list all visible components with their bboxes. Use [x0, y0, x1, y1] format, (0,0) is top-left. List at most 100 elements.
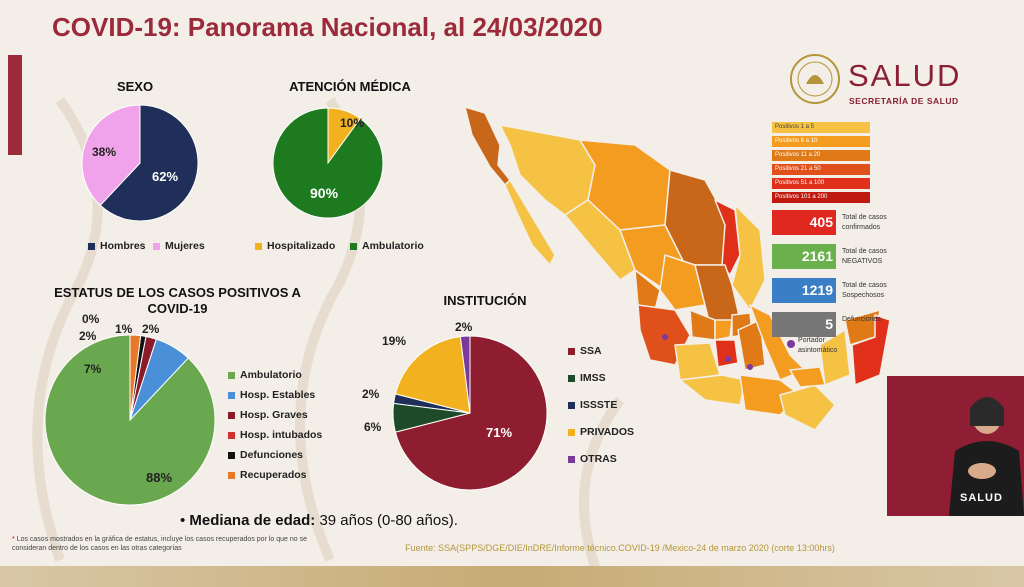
legend-swatch — [228, 391, 235, 399]
interpreter-logo: SALUD — [960, 492, 1003, 504]
stat-value: 5 — [825, 316, 833, 332]
stat-value: 405 — [809, 214, 833, 230]
stat-box: 2161 — [772, 244, 836, 269]
legend-item: Hospitalizado — [255, 240, 335, 252]
pie-chart-atencion — [273, 107, 384, 219]
chart-title-institucion: INSTITUCIÓN — [443, 293, 527, 308]
brand-name: SALUD — [848, 58, 962, 93]
data-label: 38% — [92, 145, 117, 159]
data-label: 19% — [382, 334, 407, 348]
pie-slice-otras — [459, 335, 471, 414]
legend-item: Defunciones — [228, 449, 303, 461]
legend-label: Recuperados — [240, 469, 307, 481]
pie-chart-sexo — [81, 104, 199, 222]
legend-swatch — [568, 401, 575, 409]
stat-label-line: Defunciones — [842, 316, 881, 323]
map-legend-item: Positivos 6 a 10 — [772, 136, 870, 147]
stat-value: 2161 — [801, 248, 833, 264]
data-label: 88% — [146, 470, 173, 485]
data-label: 62% — [152, 169, 179, 184]
legend-swatch — [88, 242, 95, 250]
asymptomatic-marker — [725, 356, 731, 362]
map-legend-item: Positivos 51 a 100 — [772, 178, 870, 189]
map-legend-item: Positivos 21 a 50 — [772, 164, 870, 175]
state-baja-california — [464, 106, 511, 186]
stat-label-line: Total de casos — [842, 282, 887, 289]
legend-swatch — [255, 242, 262, 250]
mexico-map — [464, 106, 890, 431]
stat-label: Total de casos confirmados — [842, 213, 887, 233]
pie-slice-ambulatorio — [273, 107, 384, 219]
legend-item: Mujeres — [153, 240, 205, 252]
legend-label: Mujeres — [165, 240, 205, 252]
stat-label-line: confirmados — [842, 224, 881, 231]
pie-slice-mujeres — [81, 104, 141, 206]
legend-label: Defunciones — [240, 449, 304, 461]
stat-label-line: Total de casos — [842, 214, 887, 221]
data-label: 2% — [362, 387, 380, 401]
map-legend-item: Positivos 1 a 5 — [772, 122, 870, 133]
state-campeche — [819, 329, 851, 386]
legend-label: Ambulatorio — [240, 369, 302, 381]
legend-swatch — [228, 431, 235, 439]
stat-box: 5 — [772, 312, 836, 337]
portador-label-line: asintomático — [798, 347, 838, 354]
legend-label: OTRAS — [580, 453, 617, 465]
legend-item: Recuperados — [228, 469, 307, 481]
legend-item: Ambulatorio — [228, 369, 302, 381]
legend-label: SSA — [580, 345, 602, 357]
stat-box: 405 — [772, 210, 836, 235]
legend-label: Hospitalizado — [267, 240, 336, 252]
legend-item: Hosp. intubados — [228, 429, 322, 441]
legend-swatch — [228, 451, 235, 459]
legend-label: Hosp. Graves — [240, 409, 308, 421]
bottom-band — [0, 566, 1024, 587]
legend-swatch — [568, 428, 575, 436]
chart-title-atencion: ATENCIÓN MÉDICA — [289, 79, 411, 94]
portador-label: Portador asintomático — [798, 336, 837, 356]
legend-item: Hosp. Graves — [228, 409, 308, 421]
legend-label: PRIVADOS — [580, 426, 635, 438]
legend-label: ISSSTE — [580, 399, 618, 411]
footnote-text: Los casos mostrados en la gráfica de est… — [12, 536, 307, 552]
page-title: COVID-19: Panorama Nacional, al 24/03/20… — [52, 12, 603, 42]
state-tabasco — [789, 366, 826, 388]
legend-item: Hosp. Estables — [228, 389, 315, 401]
stat-label: Defunciones — [842, 315, 881, 325]
pie-slice-hombres — [99, 104, 199, 222]
asymptomatic-marker — [662, 334, 668, 340]
legend-label: Hosp. intubados — [240, 429, 323, 441]
state-estado-de-mexico — [714, 339, 739, 368]
chart-title-sexo: SEXO — [116, 79, 154, 94]
pie-slice-ssa — [394, 335, 548, 491]
map-legend-item: Positivos 11 a 20 — [772, 150, 870, 161]
legend-item: PRIVADOS — [568, 426, 634, 438]
asymptomatic-marker — [747, 364, 753, 370]
legend-swatch — [568, 455, 575, 463]
legend-swatch — [228, 371, 235, 379]
pie-slice-recuperados — [129, 334, 142, 421]
stat-box: 1219 — [772, 278, 836, 303]
source-note: Fuente: SSA(SPPS/DGE/DIE/InDRE/Informe t… — [405, 543, 835, 553]
legend-swatch — [568, 347, 575, 355]
legend-item: OTRAS — [568, 453, 617, 465]
data-label: 7% — [84, 362, 102, 376]
legend-swatch — [350, 242, 357, 250]
data-label: 2% — [455, 320, 473, 334]
legend-item: SSA — [568, 345, 602, 357]
asymptomatic-markers — [662, 334, 753, 370]
state-queretaro — [714, 319, 733, 341]
stat-value: 1219 — [801, 282, 833, 298]
legend-label: Ambulatorio — [362, 240, 424, 252]
footnote-marker: * — [12, 536, 15, 543]
data-label: 6% — [364, 420, 382, 434]
data-label: 1% — [115, 322, 133, 336]
legend-item: Ambulatorio — [350, 240, 424, 252]
legend-label: IMSS — [580, 372, 606, 384]
data-label: 2% — [79, 329, 97, 343]
state-guerrero — [679, 374, 746, 406]
footnote: * Los casos mostrados en la gráfica de e… — [12, 535, 342, 553]
sign-language-interpreter — [887, 376, 1024, 516]
legend-swatch — [228, 411, 235, 419]
data-label: 0% — [82, 312, 100, 326]
